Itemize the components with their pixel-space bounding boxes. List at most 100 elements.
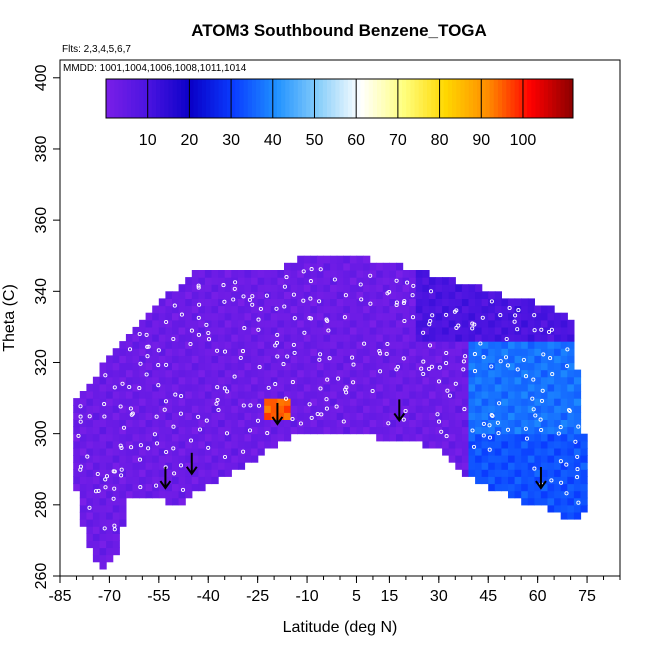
heatmap-cell: [290, 277, 298, 285]
colorbar-segment: [314, 79, 320, 118]
heatmap-cell: [540, 447, 549, 456]
heatmap-cell: [198, 391, 206, 399]
heatmap-cell: [86, 533, 94, 541]
heatmap-cell: [508, 348, 516, 356]
heatmap-cell: [99, 440, 107, 449]
colorbar-segment: [464, 79, 470, 118]
heatmap-cell: [534, 469, 542, 477]
heatmap-cell: [527, 426, 535, 435]
heatmap-cell: [501, 433, 509, 442]
heatmap-cell: [540, 391, 549, 399]
colorbar-segment: [506, 79, 511, 118]
heatmap-cell: [567, 362, 575, 371]
heatmap-cell: [277, 398, 285, 406]
heatmap-cell: [125, 440, 134, 449]
heatmap-cell: [514, 419, 522, 428]
heatmap-cell: [132, 447, 140, 456]
tropopause-arrow: [535, 467, 547, 490]
heatmap-cell: [376, 398, 384, 406]
heatmap-cell: [231, 291, 239, 299]
heatmap-cell: [316, 405, 325, 413]
heatmap-cell: [257, 305, 265, 314]
heatmap-cell: [218, 298, 226, 307]
heatmap-cell: [198, 462, 206, 470]
colorbar-segment: [289, 79, 295, 118]
sample-point: [250, 294, 255, 299]
heatmap-cell: [580, 469, 588, 477]
heatmap-cell: [422, 284, 430, 292]
heatmap-cell: [106, 376, 114, 385]
heatmap-cell: [534, 447, 542, 456]
heatmap-cell: [198, 312, 206, 321]
heatmap-cell: [185, 369, 193, 378]
heatmap-cell: [310, 298, 318, 307]
heatmap-cell: [514, 469, 522, 477]
heatmap-cell: [152, 341, 160, 349]
heatmap-cell: [237, 334, 246, 342]
heatmap-cell: [185, 312, 193, 321]
heatmap-cell: [376, 341, 384, 349]
heatmap-cell: [481, 334, 489, 342]
heatmap-cell: [488, 369, 496, 378]
heatmap-cell: [475, 291, 483, 299]
heatmap-cell: [573, 504, 582, 513]
heatmap-cell: [218, 355, 226, 364]
colorbar-segment: [151, 79, 157, 118]
heatmap-cell: [475, 462, 483, 470]
sample-point: [164, 362, 169, 367]
heatmap-cell: [560, 490, 568, 499]
sample-point: [472, 352, 477, 357]
heatmap-cell: [86, 440, 94, 449]
heatmap-cell: [79, 405, 87, 413]
heatmap-cell: [86, 462, 94, 470]
heatmap-cell: [323, 355, 331, 364]
heatmap-cell: [244, 376, 252, 385]
heatmap-cell: [106, 547, 114, 556]
heatmap-cell: [402, 341, 410, 349]
heatmap-cell: [494, 298, 502, 307]
heatmap-cell: [475, 341, 483, 349]
heatmap-cell: [191, 312, 199, 321]
colorbar-tick-label: 80: [431, 132, 449, 149]
colorbar-segment: [247, 79, 253, 118]
heatmap-cell: [112, 497, 120, 506]
heatmap-cell: [106, 504, 114, 513]
heatmap-cell: [455, 326, 463, 335]
heatmap-cell: [461, 369, 470, 378]
heatmap-cell: [547, 440, 555, 449]
heatmap-cell: [442, 355, 450, 364]
heatmap-cell: [336, 341, 344, 349]
sample-point: [546, 329, 552, 335]
heatmap-cell: [376, 426, 384, 435]
sample-point: [315, 411, 320, 417]
sample-point: [172, 303, 177, 308]
heatmap-cell: [336, 298, 344, 307]
sample-point: [507, 305, 512, 311]
heatmap-cell: [211, 462, 219, 470]
sample-point: [565, 363, 570, 369]
heatmap-cell: [145, 483, 153, 492]
heatmap-cell: [494, 383, 502, 392]
sample-point: [222, 349, 228, 354]
heatmap-cell: [185, 490, 193, 499]
heatmap-cell: [521, 497, 529, 506]
heatmap-cell: [336, 391, 344, 399]
heatmap-cell: [132, 376, 140, 385]
heatmap-cell: [204, 469, 213, 477]
heatmap-cell: [290, 305, 298, 314]
heatmap-cell: [461, 426, 470, 435]
heatmap-cell: [382, 369, 390, 378]
sample-point: [503, 355, 509, 360]
sample-point: [576, 500, 581, 505]
heatmap-cell: [560, 511, 568, 520]
heatmap-cell: [185, 284, 193, 292]
heatmap-cell: [145, 447, 153, 456]
heatmap-cell: [132, 412, 140, 420]
heatmap-cell: [191, 326, 199, 335]
heatmap-cell: [501, 326, 509, 335]
heatmap-cell: [448, 426, 456, 435]
heatmap-cell: [514, 462, 522, 470]
heatmap-cell: [494, 440, 502, 449]
heatmap-cell: [382, 405, 390, 413]
heatmap-cell: [218, 447, 226, 456]
